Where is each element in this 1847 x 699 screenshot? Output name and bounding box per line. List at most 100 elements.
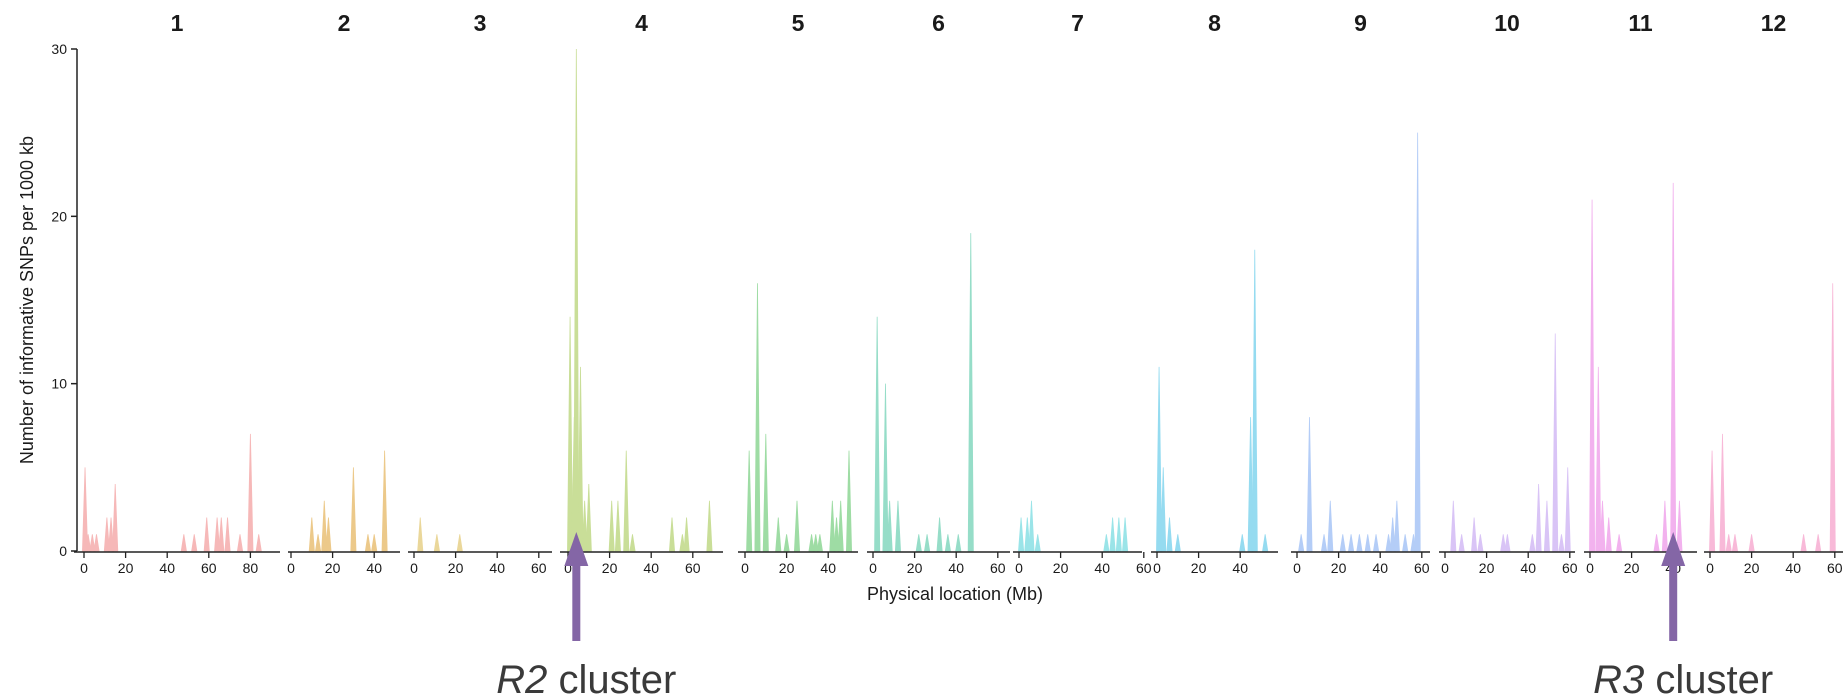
arrow-head-icon (564, 532, 589, 566)
cluster-annotation: R2 cluster (496, 532, 676, 699)
density-peak (874, 316, 881, 552)
density-peak (614, 500, 621, 552)
density-peak (1558, 534, 1565, 552)
density-peak (1477, 534, 1484, 552)
density-peak (894, 500, 901, 552)
density-peak (214, 517, 221, 552)
density-peak (581, 500, 588, 552)
chromosome-panel-9: 9 0 20 40 60 (1291, 10, 1430, 576)
density-peak (1589, 199, 1596, 552)
panel-title: 11 (1628, 10, 1653, 36)
chromosome-panel-11: 1102040 (1584, 10, 1697, 576)
chromosome-panel-1: 1 0 20 40 60 80 (74, 10, 280, 576)
density-peak (1174, 534, 1181, 552)
density-peak (1595, 366, 1602, 552)
density-peak (567, 316, 574, 552)
density-peak (1109, 517, 1116, 552)
cluster-word: cluster (547, 658, 676, 699)
panel-title: 9 (1354, 10, 1367, 36)
density-peak (955, 534, 962, 552)
density-peak (247, 433, 254, 552)
cluster-gene: R2 (496, 658, 547, 699)
density-peak (255, 534, 262, 552)
density-peak (1414, 132, 1421, 552)
x-tick-label: 40 (1094, 560, 1110, 576)
density-peak (108, 517, 115, 552)
x-tick-label: 60 (1827, 560, 1843, 576)
density-peak (1156, 366, 1163, 552)
panel-title: 10 (1494, 10, 1520, 36)
panel-title: 7 (1071, 10, 1084, 36)
chromosome-panel-6: 60 20 40 60 (867, 10, 1010, 576)
x-tick-label: 60 (685, 560, 701, 576)
x-tick-label: 40 (820, 560, 836, 576)
annotations: R2 cluster R3 cluster (496, 532, 1773, 699)
x-tick-label: 0 (564, 560, 572, 576)
x-tick-label: 60 (1136, 560, 1152, 576)
density-peak (746, 450, 753, 552)
arrow-shaft (1669, 557, 1678, 641)
density-peak (585, 484, 592, 552)
x-tick-label: 20 (1744, 560, 1760, 576)
x-tick-label: 60 (990, 560, 1006, 576)
density-peak (191, 534, 198, 552)
density-peak (936, 517, 943, 552)
density-peak (1356, 534, 1363, 552)
density-peak (1372, 534, 1380, 552)
density-peak (433, 534, 440, 552)
density-peak (775, 517, 782, 552)
chromosome-panel-10: 10 0 20 40 60 (1439, 10, 1578, 576)
density-peak (236, 534, 244, 552)
y-tick-label: 30 (51, 41, 67, 57)
density-peak (886, 500, 893, 552)
density-peak (1670, 182, 1677, 552)
density-peak (915, 534, 922, 552)
density-peak (1402, 534, 1409, 552)
x-tick-label: 60 (201, 560, 217, 576)
density-peak (180, 534, 187, 552)
x-tick-label: 20 (779, 560, 795, 576)
density-peak (1709, 450, 1716, 552)
density-peak (1616, 534, 1623, 552)
x-tick-label: 60 (531, 560, 547, 576)
chromosome-panel-8: 8 0 20 40 (1151, 10, 1278, 576)
x-tick-label: 20 (118, 560, 134, 576)
panel-title: 12 (1761, 10, 1787, 36)
chromosome-panel-5: 5 0 20 40 (738, 10, 858, 576)
x-tick-label: 40 (159, 560, 175, 576)
density-peak (1748, 534, 1755, 552)
density-peak (668, 517, 676, 552)
panel-title: 6 (932, 10, 945, 36)
density-peak (1239, 534, 1246, 552)
density-peak (1122, 517, 1129, 552)
x-tick-label: 20 (1053, 560, 1069, 576)
x-tick-label: 0 (1586, 560, 1594, 576)
density-peak (417, 517, 424, 552)
x-tick-label: 40 (948, 560, 964, 576)
x-tick-label: 40 (1520, 560, 1536, 576)
density-peak (1028, 500, 1035, 552)
density-peak (1529, 534, 1536, 552)
density-peak (224, 517, 231, 552)
density-peak (1166, 517, 1173, 552)
x-tick-label: 0 (287, 560, 295, 576)
density-peak (608, 500, 615, 552)
density-peak (1320, 534, 1328, 552)
density-peak (1719, 433, 1726, 552)
density-peak (812, 534, 819, 552)
panel-title: 4 (635, 10, 648, 36)
cluster-word: cluster (1644, 658, 1773, 699)
density-peak (1500, 534, 1507, 552)
x-axis-title: Physical location (Mb) (867, 584, 1043, 604)
density-peak (1504, 534, 1511, 552)
density-peak (1543, 500, 1550, 552)
density-peak (679, 534, 686, 552)
x-tick-label: 20 (602, 560, 618, 576)
density-peak (793, 500, 801, 552)
density-peak (1018, 517, 1025, 552)
density-peak (112, 484, 119, 552)
density-peak (1024, 517, 1031, 552)
density-peak (1829, 283, 1836, 552)
density-peak (1725, 534, 1732, 552)
x-tick-label: 0 (410, 560, 418, 576)
